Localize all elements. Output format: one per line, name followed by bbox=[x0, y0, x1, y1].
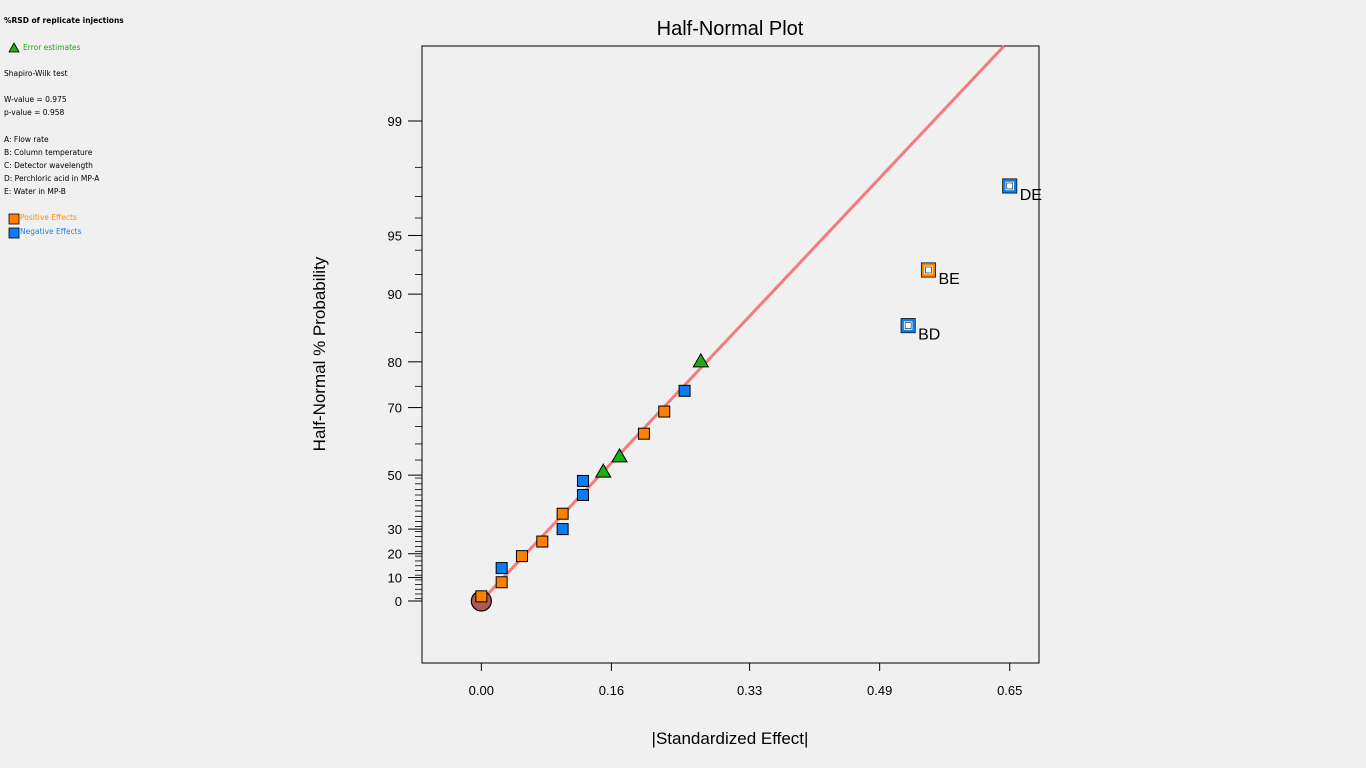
x-axis: 0.00 0.16 0.33 0.49 0.65 bbox=[469, 663, 1022, 698]
data-points: BE BD DE bbox=[470, 178, 1042, 612]
effect-DE-point bbox=[1002, 179, 1017, 193]
y-tick-label-99: 99 bbox=[388, 114, 402, 129]
negative-point bbox=[495, 562, 508, 575]
y-tick-label-90: 90 bbox=[388, 287, 402, 302]
factor-b: B: Column temperature bbox=[4, 148, 93, 157]
negative-square-icon bbox=[8, 227, 20, 239]
x-tick-label-0.49: 0.49 bbox=[867, 683, 892, 698]
factor-e: E: Water in MP-B bbox=[4, 187, 66, 196]
factor-d: D: Perchloric acid in MP-A bbox=[4, 174, 100, 183]
effect-BD-point bbox=[901, 318, 915, 333]
error-point bbox=[692, 352, 710, 368]
x-tick-label-0.16: 0.16 bbox=[599, 683, 624, 698]
test-name: Shapiro-Wilk test bbox=[4, 69, 68, 78]
y-tick-label-10: 10 bbox=[388, 571, 402, 586]
y-tick-label-0: 0 bbox=[395, 594, 402, 609]
y-tick-label-20: 20 bbox=[388, 547, 402, 562]
info-panel: %RSD of replicate injections Error estim… bbox=[0, 0, 200, 260]
x-axis-label: |Standardized Effect| bbox=[652, 729, 809, 748]
y-tick-label-95: 95 bbox=[388, 228, 402, 243]
error-point bbox=[594, 463, 612, 478]
positive-point bbox=[556, 507, 569, 520]
positive-point bbox=[475, 590, 488, 603]
effect-BE-inner bbox=[925, 266, 932, 274]
positive-effects-legend: Positive Effects bbox=[20, 213, 77, 222]
positive-square-icon bbox=[8, 213, 20, 225]
negative-point bbox=[576, 474, 589, 487]
y-tick-label-70: 70 bbox=[388, 401, 402, 416]
positive-point bbox=[495, 576, 508, 589]
plot-frame bbox=[421, 45, 1040, 664]
y-tick-label-30: 30 bbox=[388, 522, 402, 537]
effect-label-DE: DE bbox=[1020, 187, 1042, 204]
positive-point bbox=[658, 405, 671, 418]
y-tick-label-80: 80 bbox=[388, 355, 402, 370]
w-value: W-value = 0.975 bbox=[4, 95, 67, 104]
effect-label-BD: BD bbox=[918, 327, 940, 344]
effect-BE-point bbox=[921, 263, 936, 277]
error-triangle-icon bbox=[8, 42, 20, 53]
p-value: p-value = 0.958 bbox=[4, 108, 65, 117]
positive-point bbox=[515, 550, 528, 563]
negative-point bbox=[678, 384, 691, 397]
y-tick-label-50: 50 bbox=[388, 468, 402, 483]
y-axis-label: Half-Normal % Probability bbox=[310, 256, 329, 451]
x-tick-label-0.00: 0.00 bbox=[469, 683, 494, 698]
effect-BD-inner bbox=[904, 322, 912, 329]
error-estimates-legend: Error estimates bbox=[23, 43, 81, 52]
negative-point bbox=[576, 488, 589, 501]
chart-title: Half-Normal Plot bbox=[657, 18, 804, 40]
effect-label-BE: BE bbox=[938, 271, 959, 288]
negative-point bbox=[556, 523, 569, 536]
factor-a: A: Flow rate bbox=[4, 135, 49, 144]
x-tick-label-0.65: 0.65 bbox=[997, 683, 1022, 698]
error-point bbox=[611, 447, 628, 463]
negative-effects-legend: Negative Effects bbox=[20, 227, 82, 236]
response-title: %RSD of replicate injections bbox=[4, 16, 124, 25]
y-axis: 0 10 20 30 50 70 80 90 95 99 bbox=[388, 114, 422, 609]
factor-c: C: Detector wavelength bbox=[4, 161, 93, 170]
effect-DE-inner bbox=[1006, 182, 1014, 190]
positive-point bbox=[637, 427, 650, 440]
x-tick-label-0.33: 0.33 bbox=[737, 683, 762, 698]
positive-point bbox=[536, 535, 549, 548]
